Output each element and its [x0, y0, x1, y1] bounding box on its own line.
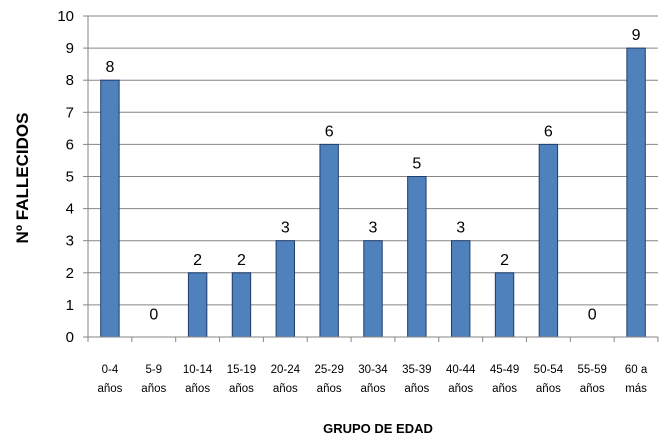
x-tick-label-2-line1: 10-14	[183, 364, 213, 376]
x-tick-label-5-line2: años	[317, 383, 342, 395]
y-tick-label-0: 0	[66, 329, 74, 346]
x-tick-label-8-line2: años	[448, 383, 473, 395]
x-tick-label-2-line2: años	[185, 383, 210, 395]
x-tick-label-8-line1: 40-44	[446, 364, 476, 376]
x-tick-label-7-line1: 35-39	[402, 364, 431, 376]
x-tick-label-10-line1: 50-54	[534, 364, 564, 376]
data-label-2: 2	[193, 252, 202, 269]
y-axis-title: Nº FALLECIDOS	[13, 113, 32, 244]
x-tick-label-3-line1: 15-19	[227, 364, 256, 376]
x-tick-label-6-line2: años	[361, 383, 386, 395]
x-tick-label-0-line2: años	[97, 383, 122, 395]
grid-lines	[88, 15, 658, 306]
data-label-6: 3	[369, 220, 378, 237]
data-label-10: 6	[544, 123, 553, 140]
data-label-1: 0	[149, 306, 158, 323]
x-tick-label-6-line1: 30-34	[358, 364, 388, 376]
bar-5	[319, 143, 339, 338]
y-tick-label-2: 2	[66, 265, 74, 282]
x-tick-label-3-line2: años	[229, 383, 254, 395]
data-label-7: 5	[412, 156, 421, 173]
bar-9	[494, 272, 515, 338]
y-tick-label-9: 9	[66, 40, 74, 57]
x-tick-label-12-line1: 60 a	[625, 364, 648, 376]
x-tick-label-0-line1: 0-4	[102, 364, 119, 376]
bar-2	[187, 272, 208, 338]
x-tick-label-1-line1: 5-9	[145, 364, 162, 376]
y-tick-label-3: 3	[66, 233, 74, 250]
x-tick-label-9-line2: años	[492, 383, 517, 395]
data-labels: 8 0 2 2 3 6 3 5 3 2 6 0 9	[105, 27, 640, 323]
data-label-3: 2	[237, 252, 246, 269]
bar-12	[626, 47, 646, 338]
y-tick-label-5: 5	[66, 169, 74, 186]
bar-4	[275, 240, 296, 338]
x-tick-label-10-line2: años	[536, 383, 561, 395]
bar-3	[231, 272, 252, 338]
x-tick-label-4-line2: años	[273, 383, 298, 395]
x-tick-label-11-line2: años	[580, 383, 605, 395]
data-label-11: 0	[588, 306, 597, 323]
bar-8	[450, 240, 471, 338]
bar-6	[363, 240, 383, 338]
bars	[100, 47, 646, 338]
y-tick-label-7: 7	[66, 104, 74, 121]
data-label-5: 6	[325, 123, 334, 140]
data-label-4: 3	[281, 220, 290, 237]
y-tick-label-6: 6	[66, 136, 74, 153]
bar-10	[538, 143, 559, 338]
x-tick-label-4-line1: 20-24	[271, 364, 301, 376]
y-tick-label-4: 4	[66, 201, 74, 218]
data-label-8: 3	[456, 220, 465, 237]
bar-0	[100, 79, 120, 338]
data-label-12: 9	[632, 27, 641, 44]
x-tick-label-5-line1: 25-29	[314, 364, 343, 376]
data-label-0: 8	[105, 59, 114, 76]
x-tick-label-9-line1: 45-49	[490, 364, 519, 376]
data-label-9: 2	[500, 252, 509, 269]
y-tick-label-10: 10	[57, 8, 74, 25]
y-tick-label-1: 1	[66, 297, 74, 314]
x-tick-label-12-line2: más	[625, 383, 647, 395]
y-tick-label-8: 8	[66, 72, 74, 89]
bar-7	[407, 176, 427, 338]
y-tick-labels: 0 1 2 3 4 5 6 7 8 9 10	[57, 8, 88, 346]
x-tick-label-7-line2: años	[404, 383, 429, 395]
x-tick-label-11-line1: 55-59	[578, 364, 607, 376]
x-category-labels: 0-4 años 5-9 años 10-14 años 15-19 años 20-24 año…	[87, 337, 659, 395]
x-axis-title: GRUPO DE EDAD	[323, 421, 433, 436]
x-tick-label-1-line2: años	[141, 383, 166, 395]
